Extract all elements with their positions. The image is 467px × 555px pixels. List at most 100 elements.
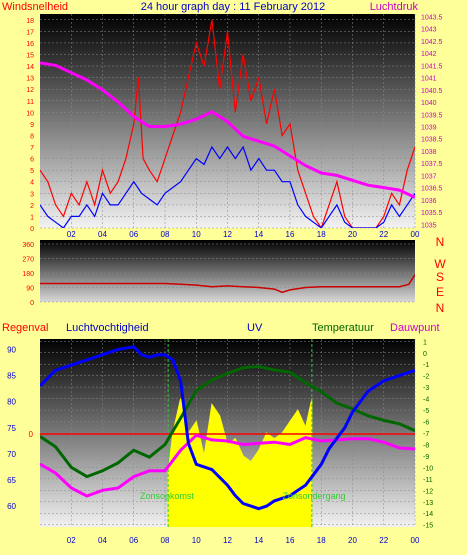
- time-tick-label: 04: [98, 230, 107, 239]
- pressure-tick-label: 1042.5: [421, 39, 443, 46]
- time-tick-label: 02: [67, 230, 76, 239]
- temperature-tick-label: -2: [423, 374, 429, 381]
- wind-tick-label: 16: [26, 41, 34, 48]
- wind-tick-label: 11: [27, 99, 34, 106]
- time-tick-label: 10: [192, 230, 201, 239]
- pressure-tick-label: 1042: [421, 51, 437, 58]
- wind-tick-label: 13: [26, 76, 34, 83]
- time-tick-label: 10: [192, 536, 201, 545]
- humidity-tick-label: 65: [7, 476, 16, 485]
- direction-axis: 0 90 180 270 360: [22, 242, 34, 307]
- time-tick-label: 20: [348, 230, 357, 239]
- bottom-series: [40, 339, 415, 527]
- uv-label: UV: [247, 322, 263, 334]
- direction-tick-label: 180: [22, 271, 34, 278]
- direction-plot-area: [40, 240, 415, 302]
- humidity-tick-label: 80: [7, 398, 16, 407]
- time-tick-label: 12: [223, 230, 232, 239]
- wind-tick-label: 14: [26, 64, 34, 71]
- temperature-axis: 1 0 -1 -2 -3 -4 -5 -6 -7 -8 -9 -10 -11 -12 -13 -14 -15: [423, 339, 433, 529]
- sunrise-annotation: Zonsopkomst: [140, 491, 195, 501]
- pressure-tick-label: 1037: [421, 173, 437, 180]
- compass-label: W: [434, 257, 446, 271]
- temperature-tick-label: 0: [423, 351, 427, 358]
- pressure-tick-label: 1036: [421, 198, 437, 205]
- compass-label: N: [436, 235, 445, 249]
- time-tick-label: 14: [254, 230, 263, 239]
- temperature-tick-label: -6: [423, 420, 429, 427]
- wind-tick-label: 17: [26, 29, 34, 36]
- humidity-tick-label: 60: [7, 502, 16, 511]
- humidity-tick-label: 90: [7, 345, 16, 354]
- time-tick-label: 22: [379, 230, 388, 239]
- time-tick-label: 16: [286, 536, 295, 545]
- wind-tick-label: 8: [30, 133, 34, 140]
- wind-tick-label: 4: [30, 180, 34, 187]
- time-tick-label: 04: [98, 536, 107, 545]
- direction-tick-label: 270: [22, 257, 34, 264]
- sunset-annotation: Zonsondergang: [282, 491, 345, 501]
- wind-tick-label: 0: [30, 226, 34, 233]
- wind-speed-label: Windsnelheid: [2, 1, 68, 13]
- humidity-line: [40, 345, 415, 511]
- wind-gust-line: [40, 19, 415, 228]
- top-time-axis: 02 04 06 08 10 12 14 16 18 20 22 00: [67, 230, 420, 239]
- pressure-line: [40, 61, 415, 199]
- temperature-tick-label: 1: [423, 339, 427, 346]
- direction-series: [40, 274, 415, 294]
- time-tick-label: 14: [254, 536, 263, 545]
- wind-pressure-chart: Windsnelheid 24 hour graph day : 11 Febr…: [2, 1, 443, 239]
- temperature-tick-label: -4: [423, 397, 429, 404]
- top-series: [40, 19, 415, 228]
- compass-label: S: [436, 270, 444, 284]
- pressure-tick-label: 1040: [421, 100, 437, 107]
- pressure-tick-label: 1035: [421, 222, 437, 229]
- pressure-tick-label: 1037.5: [421, 161, 443, 168]
- compass-label: E: [436, 285, 444, 299]
- humidity-axis: 60 65 70 75 80 85 90: [7, 345, 16, 511]
- pressure-tick-label: 1038.5: [421, 137, 443, 144]
- time-tick-label: 22: [379, 536, 388, 545]
- pressure-tick-label: 1040.5: [421, 88, 443, 95]
- pressure-tick-label: 1043: [421, 27, 437, 34]
- temperature-tick-label: -5: [423, 408, 429, 415]
- temperature-tick-label: -9: [423, 454, 429, 461]
- time-tick-label: 02: [67, 536, 76, 545]
- temperature-tick-label: -3: [423, 385, 429, 392]
- rain-zero-label: 0: [29, 430, 34, 439]
- pressure-tick-label: 1043.5: [421, 14, 443, 21]
- wind-tick-label: 15: [26, 52, 34, 59]
- compass-label: N: [436, 301, 445, 315]
- humidity-temperature-chart: Regenval Luchtvochtigheid UV Temperatuur…: [2, 322, 440, 545]
- pressure-axis: 1035 1035.5 1036 1036.5 1037 1037.5 1038 1038.5…: [421, 14, 443, 229]
- temperature-tick-label: -11: [423, 477, 433, 484]
- direction-tick-label: 360: [22, 242, 34, 249]
- temperature-tick-label: -1: [423, 362, 429, 369]
- humidity-tick-label: 75: [7, 424, 16, 433]
- chart-title: 24 hour graph day : 11 February 2012: [141, 1, 325, 13]
- humidity-tick-label: 70: [7, 450, 16, 459]
- wind-tick-label: 5: [30, 168, 34, 175]
- time-tick-label: 16: [286, 230, 295, 239]
- temperature-tick-label: -14: [423, 511, 433, 518]
- time-tick-label: 08: [161, 230, 170, 239]
- wind-tick-label: 10: [26, 110, 34, 117]
- time-tick-label: 12: [223, 536, 232, 545]
- time-tick-label: 18: [317, 230, 326, 239]
- wind-tick-label: 3: [30, 191, 34, 198]
- direction-tick-label: 0: [30, 300, 34, 307]
- pressure-tick-label: 1039: [421, 125, 437, 132]
- temperature-line: [40, 364, 415, 479]
- dewpoint-line: [40, 433, 415, 498]
- wind-direction-line: [40, 274, 415, 294]
- humidity-tick-label: 85: [7, 372, 16, 381]
- time-tick-label: 00: [411, 230, 420, 239]
- pressure-tick-label: 1038: [421, 149, 437, 156]
- temperature-tick-label: -7: [423, 431, 429, 438]
- wind-tick-label: 1: [30, 214, 34, 221]
- rain-label: Regenval: [2, 322, 48, 334]
- pressure-tick-label: 1039.5: [421, 112, 443, 119]
